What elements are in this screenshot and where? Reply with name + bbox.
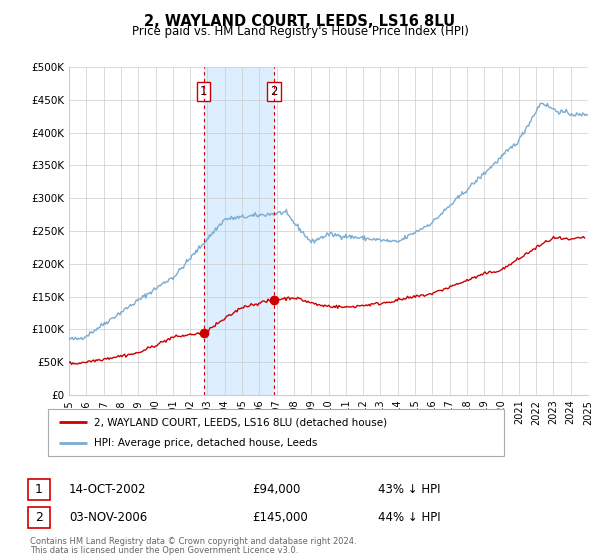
Text: 2: 2 (270, 85, 278, 98)
Text: HPI: Average price, detached house, Leeds: HPI: Average price, detached house, Leed… (94, 438, 317, 448)
Text: 1: 1 (200, 85, 208, 98)
Text: 2: 2 (35, 511, 43, 524)
Text: 03-NOV-2006: 03-NOV-2006 (69, 511, 147, 524)
Text: 14-OCT-2002: 14-OCT-2002 (69, 483, 146, 496)
FancyBboxPatch shape (48, 409, 504, 456)
Text: £145,000: £145,000 (252, 511, 308, 524)
Text: 43% ↓ HPI: 43% ↓ HPI (378, 483, 440, 496)
FancyBboxPatch shape (28, 479, 50, 500)
Text: 44% ↓ HPI: 44% ↓ HPI (378, 511, 440, 524)
Text: Price paid vs. HM Land Registry's House Price Index (HPI): Price paid vs. HM Land Registry's House … (131, 25, 469, 38)
Text: 2, WAYLAND COURT, LEEDS, LS16 8LU: 2, WAYLAND COURT, LEEDS, LS16 8LU (145, 14, 455, 29)
Bar (204, 67, 274, 395)
Text: Contains HM Land Registry data © Crown copyright and database right 2024.: Contains HM Land Registry data © Crown c… (30, 538, 356, 547)
Text: £94,000: £94,000 (252, 483, 301, 496)
FancyBboxPatch shape (28, 507, 50, 528)
Text: 1: 1 (35, 483, 43, 496)
Text: 2, WAYLAND COURT, LEEDS, LS16 8LU (detached house): 2, WAYLAND COURT, LEEDS, LS16 8LU (detac… (94, 417, 387, 427)
Text: This data is licensed under the Open Government Licence v3.0.: This data is licensed under the Open Gov… (30, 545, 298, 555)
